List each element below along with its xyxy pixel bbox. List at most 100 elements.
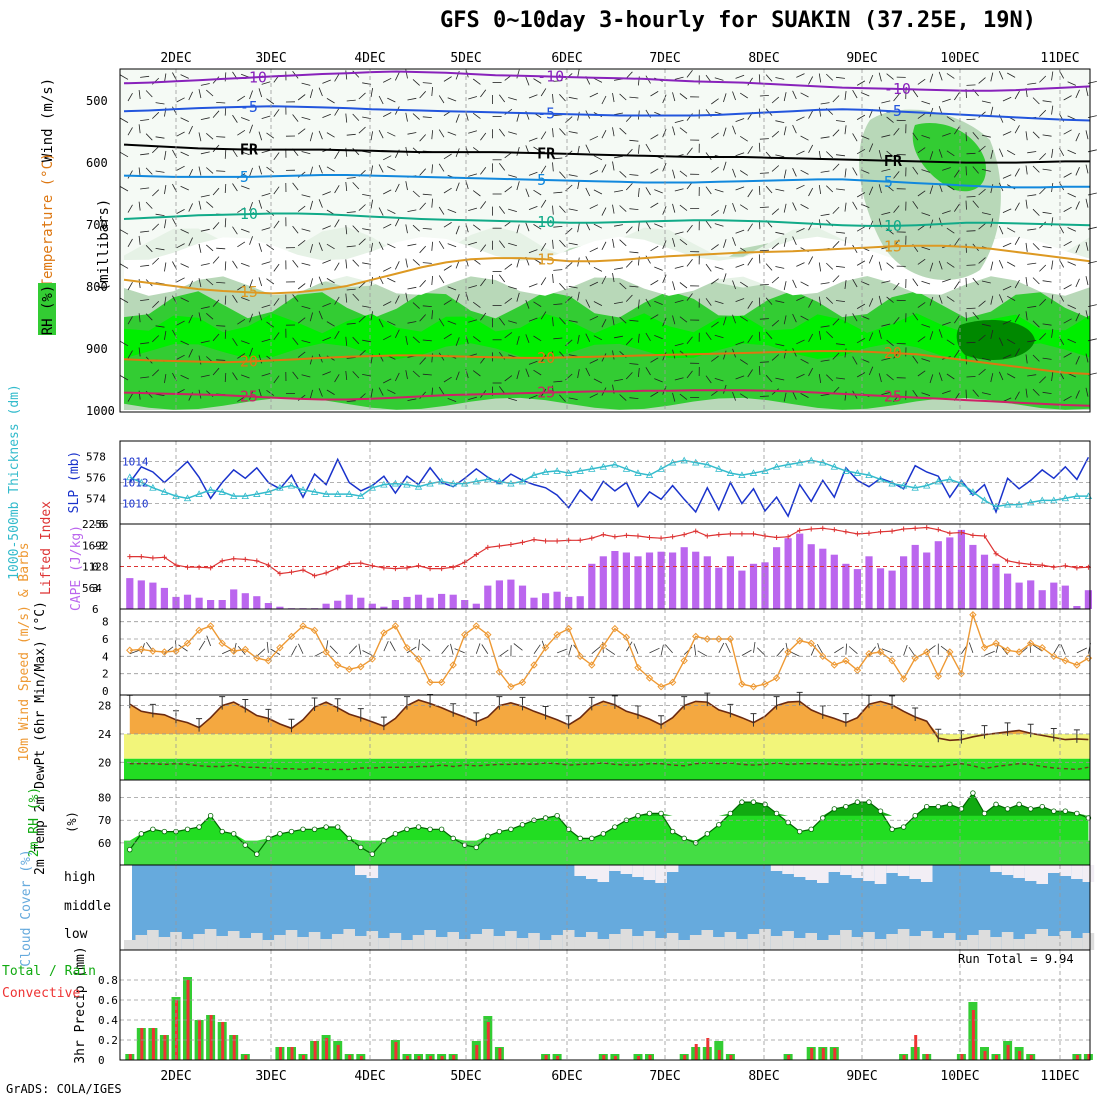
wind-barb <box>508 174 517 178</box>
wind-barb <box>826 331 834 339</box>
wind-barb <box>792 124 797 134</box>
wind-barb <box>309 132 313 142</box>
wind-barb <box>455 371 460 381</box>
wind-barb <box>686 224 693 233</box>
date-label-top: 4DEC <box>354 51 385 66</box>
wind-barb <box>127 282 133 291</box>
rh-marker <box>127 846 133 853</box>
wind-barb <box>672 92 676 102</box>
rh-marker <box>138 831 145 837</box>
wind-barb <box>629 363 639 365</box>
wind-barb <box>198 132 202 142</box>
wind-barb <box>1051 148 1054 158</box>
wind-barb <box>553 269 563 271</box>
wind-barb-10m <box>725 642 731 654</box>
wind-barb <box>419 168 426 176</box>
wind-tick-label: 6 <box>102 633 109 646</box>
wind-barb <box>593 301 603 306</box>
wind-barb <box>758 365 761 376</box>
wind-barb <box>929 331 934 340</box>
thickness-marker <box>287 481 296 489</box>
rh-marker <box>207 813 214 819</box>
wind-barb <box>540 311 547 320</box>
wind-barb <box>419 245 426 254</box>
wind-barb <box>447 320 457 325</box>
wind-barb <box>852 313 858 322</box>
wind-barb <box>1032 243 1040 251</box>
wind-barb <box>1063 95 1072 101</box>
wind-barb <box>612 316 615 326</box>
wind-barb <box>796 73 805 78</box>
wind-barb <box>792 391 797 400</box>
wind-barb <box>1085 241 1089 251</box>
wind-marker <box>807 639 815 648</box>
wind-barb <box>127 204 133 213</box>
wind-barb <box>921 169 931 173</box>
wind-barb <box>533 78 542 84</box>
cloud-high-clear <box>1013 865 1025 878</box>
wind-barb <box>528 249 538 254</box>
wind-barb-10m <box>406 646 417 654</box>
cloud-low-clear <box>1036 929 1048 950</box>
wind-barb <box>938 372 943 382</box>
cloud-low-clear <box>655 938 667 950</box>
minmax-whisker <box>542 706 549 720</box>
wind-barb <box>472 190 481 197</box>
thickness-marker <box>807 456 815 464</box>
li-marker <box>288 569 294 575</box>
wind-barb <box>1075 167 1080 176</box>
wind-barb <box>758 142 761 152</box>
wind-barb <box>200 228 210 232</box>
wind-barb <box>318 199 323 208</box>
thickness-marker <box>865 471 873 479</box>
wind-barb <box>508 242 517 247</box>
li-marker <box>1051 564 1057 570</box>
precip-conv-bar <box>1087 1054 1091 1060</box>
wind-barb <box>138 167 141 177</box>
cloud-low-clear <box>274 935 286 950</box>
thickness-marker <box>414 482 423 490</box>
contour-label: 5 <box>884 173 893 191</box>
wind-barb <box>419 91 426 99</box>
wind-barb <box>856 303 866 309</box>
cloud-low-clear <box>909 936 921 950</box>
wind-barb <box>650 391 659 397</box>
wind-barb <box>735 341 745 346</box>
wind-barb <box>577 111 580 121</box>
wind-barb <box>145 313 153 321</box>
wind-barb <box>650 91 659 97</box>
wind-barb <box>412 190 420 198</box>
wind-marker <box>137 645 146 654</box>
wind-barb <box>378 387 384 396</box>
wind-barb <box>258 243 263 252</box>
thickness-marker <box>980 496 989 504</box>
wind-barb <box>929 73 934 83</box>
below-surface <box>120 410 1090 412</box>
cape-bar <box>438 593 446 609</box>
wind-barb <box>1042 246 1052 249</box>
cape-bar <box>957 529 965 609</box>
rh-marker <box>1039 803 1045 810</box>
wind-barb-10m <box>198 640 206 651</box>
wind-barb-10m <box>222 648 233 655</box>
wind-barb <box>318 310 323 320</box>
wind-barb <box>732 168 736 178</box>
wind-barb <box>650 202 659 208</box>
li-marker <box>889 528 895 534</box>
wind-barb <box>370 277 373 287</box>
thickness-marker <box>391 479 400 487</box>
li-marker <box>681 532 687 538</box>
wind-marker <box>507 682 515 691</box>
wind-barb <box>771 276 780 284</box>
wind-barb <box>714 300 724 304</box>
wind-barb <box>318 87 323 97</box>
wind-barb <box>127 316 133 325</box>
wind-barb <box>938 329 943 338</box>
wind-barb <box>912 355 919 364</box>
minmax-whisker <box>1027 723 1034 738</box>
wind-barb <box>232 114 238 123</box>
wind-barb <box>881 134 891 138</box>
wind-barb <box>1085 130 1089 140</box>
precip-conv-bar <box>348 1055 352 1060</box>
date-label-top: 3DEC <box>255 51 286 66</box>
